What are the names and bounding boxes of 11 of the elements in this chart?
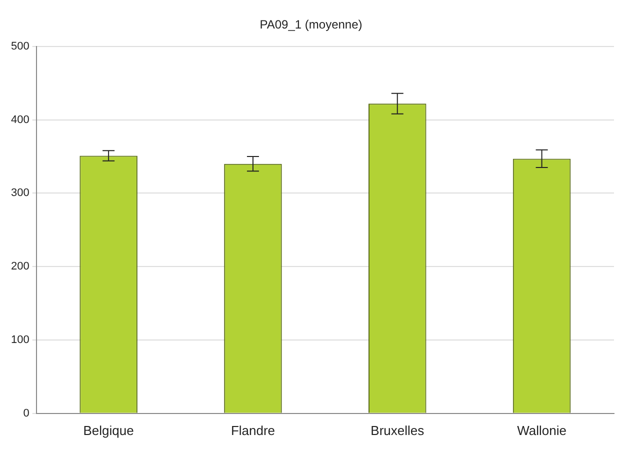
y-tick-label: 400 <box>10 114 30 126</box>
y-tick-label: 0 <box>23 407 30 420</box>
x-tick-label: Flandre <box>230 422 276 438</box>
x-tick-label: Belgique <box>83 422 134 438</box>
y-tick-label: 100 <box>10 334 30 346</box>
chart-title: PA09_1 (moyenne) <box>260 18 362 32</box>
y-tick-label: 200 <box>10 260 30 273</box>
x-tick-label: Bruxelles <box>370 422 425 438</box>
x-tick-label: Wallonie <box>517 422 566 438</box>
y-tick-label: 300 <box>10 187 30 200</box>
y-tick-label: 500 <box>10 40 30 52</box>
